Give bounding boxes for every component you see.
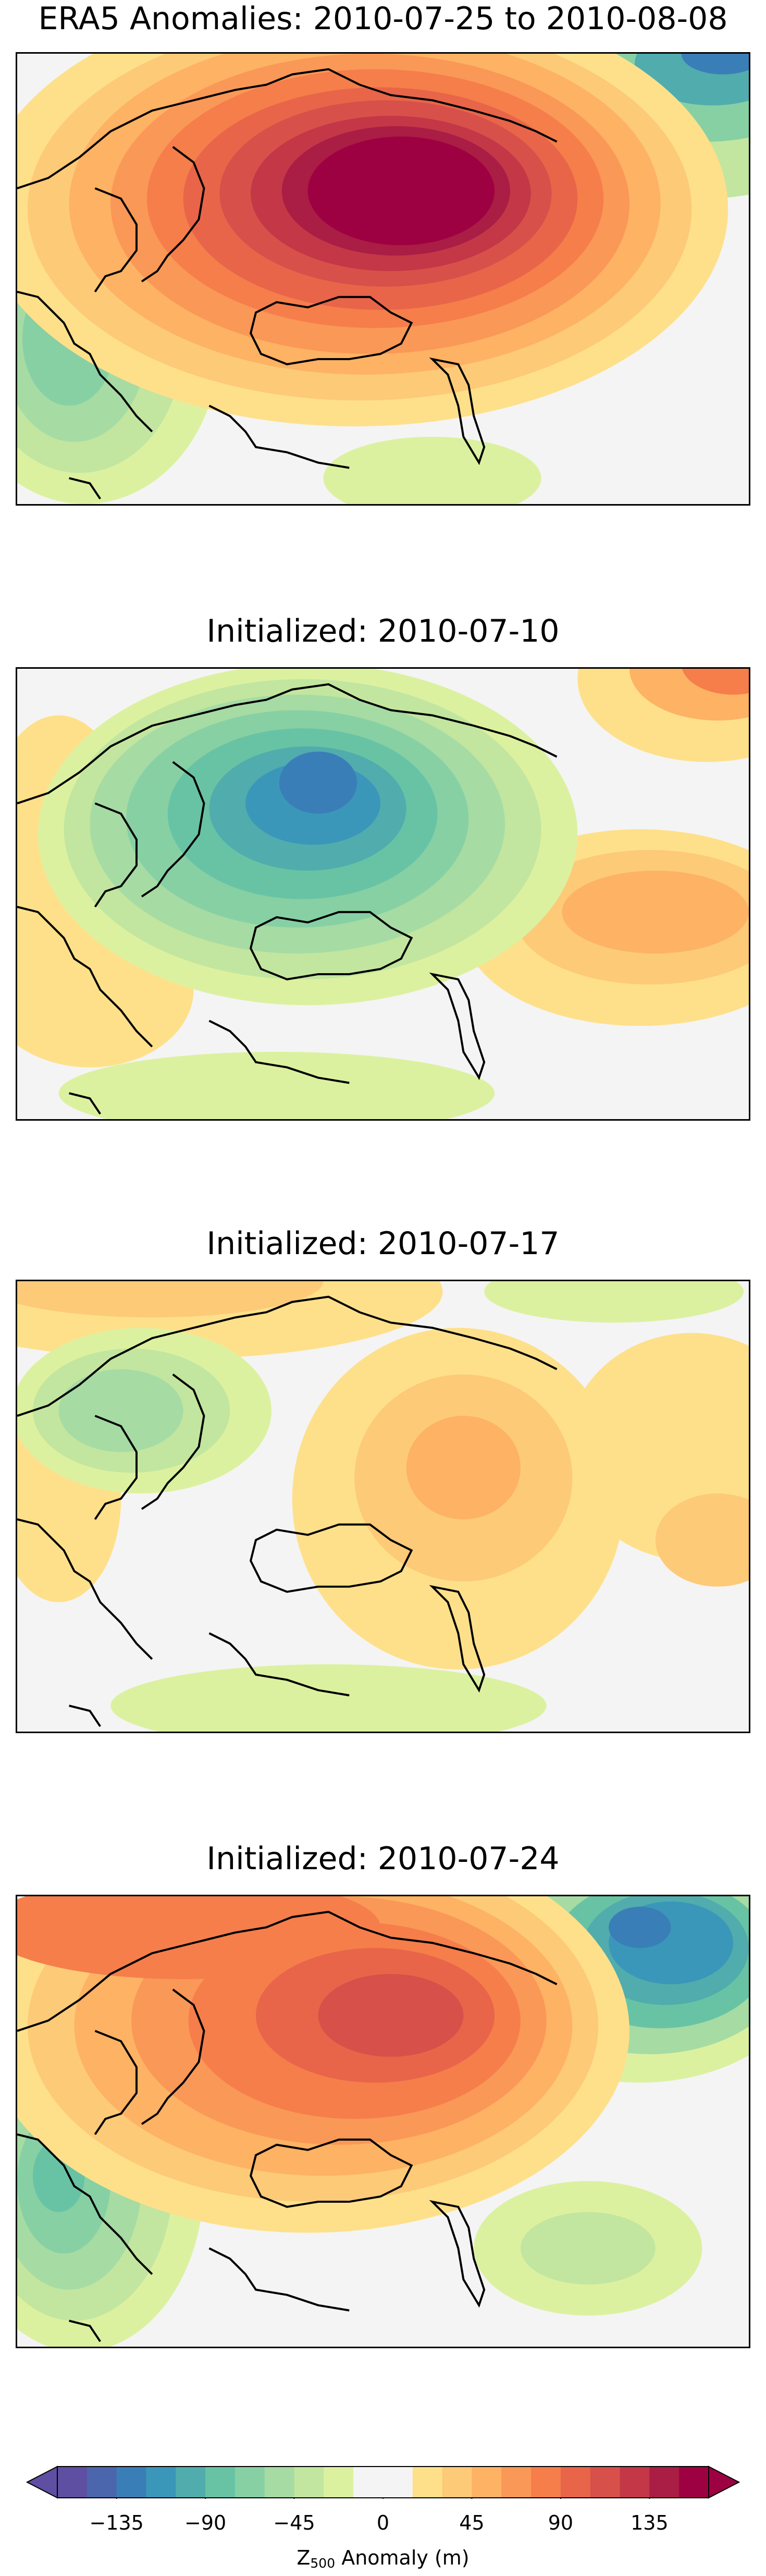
panel-3-title: Initialized: 2010-07-17: [206, 1225, 560, 1262]
colorbar-segment: [620, 2467, 650, 2498]
colorbar-extend-min: [26, 2465, 58, 2499]
colorbar-label-main: Z: [296, 2546, 311, 2569]
colorbar-segment: [57, 2467, 88, 2498]
panel-2-title: Initialized: 2010-07-10: [206, 613, 560, 649]
colorbar-segment: [412, 2467, 443, 2498]
colorbar-segment: [383, 2467, 413, 2498]
colorbar-segment: [294, 2467, 324, 2498]
colorbar-segment: [531, 2467, 561, 2498]
colorbar-label-rest: Anomaly (m): [335, 2546, 470, 2569]
colorbar-tick-label: 0: [376, 2511, 390, 2534]
panel-3-map: [16, 1280, 750, 1733]
colorbar-tick-label: −45: [273, 2511, 315, 2534]
colorbar-extend-max: [708, 2465, 740, 2499]
anomaly-contours: [17, 669, 749, 1119]
colorbar-tick-label: −90: [184, 2511, 227, 2534]
colorbar-segment: [353, 2467, 384, 2498]
colorbar-tick-label: 45: [459, 2511, 485, 2534]
coastlines: [17, 683, 558, 1115]
colorbar-tick-label: −135: [89, 2511, 144, 2534]
colorbar-segment: [116, 2467, 146, 2498]
colorbar-segment: [472, 2467, 502, 2498]
colorbar-label-sub: 500: [310, 2556, 336, 2571]
colorbar-segment: [442, 2467, 472, 2498]
coastlines: [17, 1910, 558, 2342]
colorbar-tick-label: 90: [548, 2511, 574, 2534]
colorbar-segment: [590, 2467, 621, 2498]
colorbar-segment: [264, 2467, 295, 2498]
panel-4-title: Initialized: 2010-07-24: [206, 1841, 560, 1877]
colorbar-segment: [87, 2467, 117, 2498]
anomaly-contours: [17, 54, 749, 504]
colorbar-segment: [176, 2467, 206, 2498]
panel-1-map: [16, 52, 750, 506]
colorbar-segment: [234, 2467, 265, 2498]
colorbar-segment: [205, 2467, 236, 2498]
anomaly-contours: [17, 1896, 749, 2347]
panel-1-title: ERA5 Anomalies: 2010-07-25 to 2010-08-08: [38, 1, 728, 37]
panel-4-map: [16, 1895, 750, 2348]
colorbar-segment: [146, 2467, 176, 2498]
colorbar-label: Z500 Anomaly (m): [0, 2546, 766, 2575]
anomaly-contours: [17, 1281, 749, 1732]
colorbar-segment: [679, 2467, 709, 2498]
colorbar-segment: [324, 2467, 354, 2498]
colorbar-tick-label: 135: [631, 2511, 669, 2534]
colorbar: [26, 2465, 740, 2499]
colorbar-segment: [560, 2467, 591, 2498]
coastlines: [17, 68, 558, 500]
colorbar-segment: [649, 2467, 679, 2498]
colorbar-segment: [501, 2467, 532, 2498]
coastlines: [17, 1295, 558, 1727]
panel-2-map: [16, 667, 750, 1121]
